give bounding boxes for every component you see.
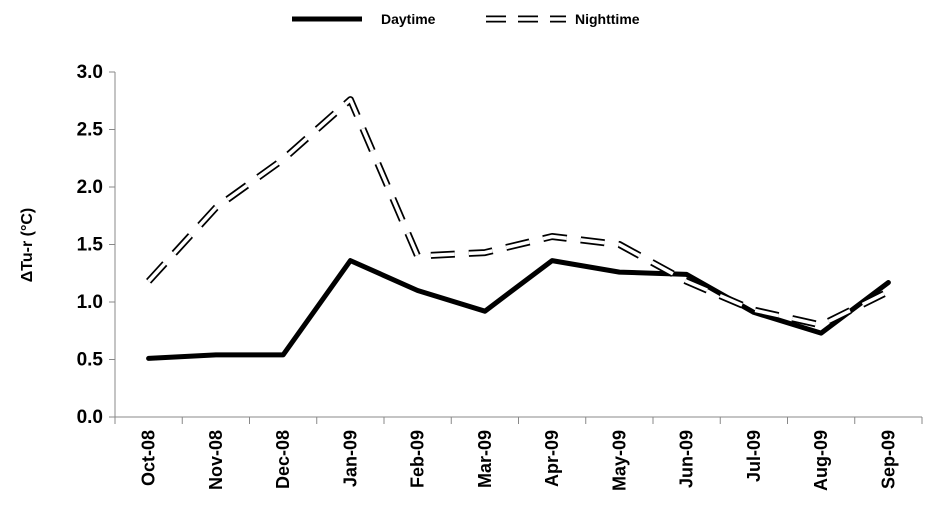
series-layer	[146, 96, 891, 361]
x-tick-label: Sep-09	[878, 430, 898, 489]
y-tick-label: 2.0	[77, 177, 103, 198]
series-line-nighttime-fill	[147, 97, 890, 327]
x-tick-label: Aug-09	[811, 430, 831, 491]
y-tick-label: 3.0	[77, 62, 103, 83]
x-tick-label: Mar-09	[475, 430, 495, 488]
series-line-daytime	[146, 258, 891, 361]
x-tick-label: Oct-08	[139, 430, 159, 486]
x-tick-label: May-09	[609, 430, 629, 491]
y-tick-label: 2.5	[77, 120, 104, 141]
x-tick-label: Feb-09	[408, 430, 428, 488]
y-axis-title: ΔTu-r (°C)	[19, 208, 36, 282]
legend-label-nighttime: Nighttime	[575, 11, 640, 27]
legend: Daytime Nighttime	[292, 11, 640, 27]
series-line-nighttime	[146, 96, 890, 329]
y-tick-label: 1.5	[77, 235, 104, 256]
y-tick-label: 1.0	[77, 292, 103, 313]
x-tick-label: Apr-09	[542, 430, 562, 487]
y-axis: 0.0 0.5 1.0 1.5 2.0 2.5 3.0	[77, 62, 116, 428]
y-tick-label: 0.5	[77, 350, 104, 371]
x-tick-label: Dec-08	[273, 430, 293, 489]
x-tick-label: Jul-09	[744, 430, 764, 482]
x-tick-label: Nov-08	[206, 430, 226, 490]
legend-label-daytime: Daytime	[381, 11, 436, 27]
series-line-nighttime-outline	[146, 96, 890, 329]
x-tick-label: Jun-09	[677, 430, 697, 488]
x-tick-label: Jan-09	[340, 430, 360, 487]
y-tick-label: 0.0	[77, 407, 103, 428]
x-axis: Oct-08 Nov-08 Dec-08 Jan-09 Feb-09 Mar-09 Apr-…	[114, 416, 923, 491]
